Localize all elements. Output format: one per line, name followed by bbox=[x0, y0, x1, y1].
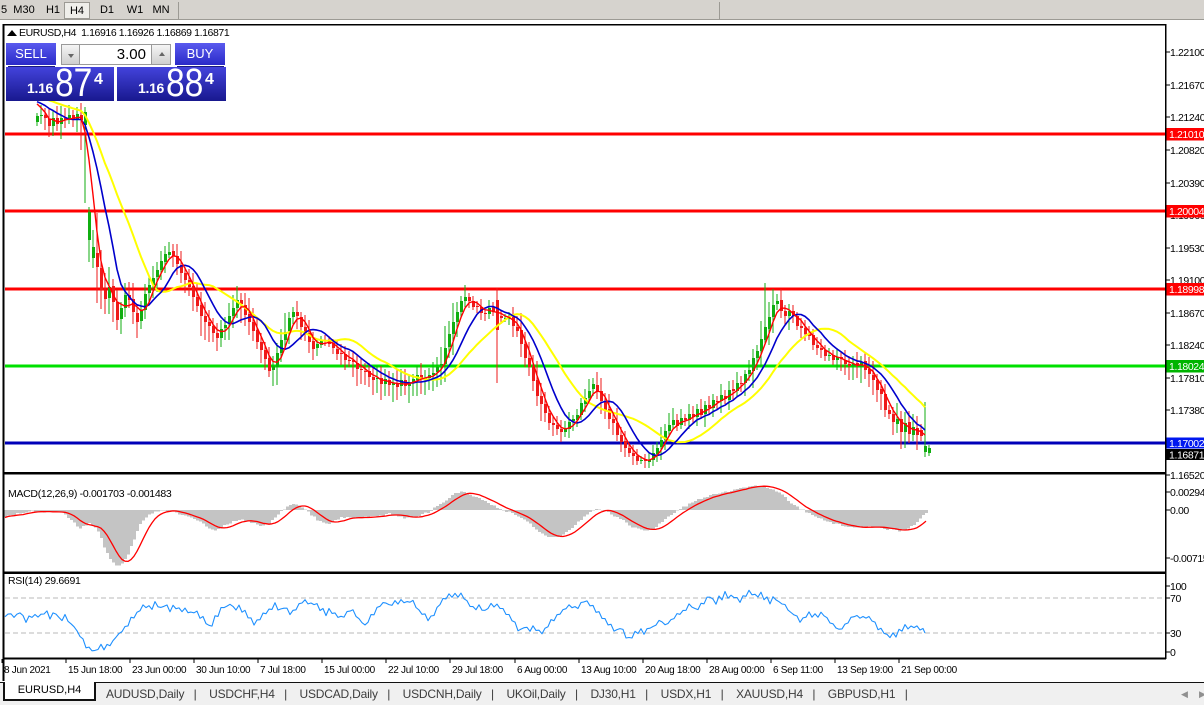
svg-text:1.20390: 1.20390 bbox=[1170, 178, 1204, 190]
svg-text:1.16871: 1.16871 bbox=[1169, 450, 1204, 462]
svg-text:13 Aug 10:00: 13 Aug 10:00 bbox=[581, 665, 637, 676]
svg-text:1.18670: 1.18670 bbox=[1170, 308, 1204, 320]
svg-text:15 Jun 18:00: 15 Jun 18:00 bbox=[68, 665, 123, 676]
svg-text:20 Aug 18:00: 20 Aug 18:00 bbox=[645, 665, 701, 676]
svg-text:0: 0 bbox=[1170, 647, 1176, 659]
svg-text:1.18998: 1.18998 bbox=[1169, 284, 1204, 296]
svg-text:1.20820: 1.20820 bbox=[1170, 145, 1204, 157]
svg-text:22 Jul 10:00: 22 Jul 10:00 bbox=[388, 665, 440, 676]
svg-text:1.21240: 1.21240 bbox=[1170, 112, 1204, 124]
svg-text:29 Jul 18:00: 29 Jul 18:00 bbox=[452, 665, 504, 676]
svg-text:1.21670: 1.21670 bbox=[1170, 80, 1204, 92]
svg-text:1.17002: 1.17002 bbox=[1169, 438, 1204, 450]
svg-text:1.22100: 1.22100 bbox=[1170, 47, 1204, 59]
svg-text:RSI(14) 29.6691: RSI(14) 29.6691 bbox=[8, 575, 81, 587]
svg-text:0.00: 0.00 bbox=[1170, 505, 1189, 517]
svg-text:1.19530: 1.19530 bbox=[1170, 243, 1204, 255]
svg-text:-0.00715: -0.00715 bbox=[1170, 553, 1204, 565]
svg-text:1.17810: 1.17810 bbox=[1170, 373, 1204, 385]
svg-text:1.18240: 1.18240 bbox=[1170, 340, 1204, 352]
svg-text:7 Jul 18:00: 7 Jul 18:00 bbox=[260, 665, 306, 676]
svg-text:1.17380: 1.17380 bbox=[1170, 405, 1204, 417]
svg-text:6 Aug 00:00: 6 Aug 00:00 bbox=[517, 665, 568, 676]
svg-text:MACD(12,26,9) -0.001703 -0.001: MACD(12,26,9) -0.001703 -0.001483 bbox=[8, 488, 172, 500]
svg-text:1.21010: 1.21010 bbox=[1169, 129, 1204, 141]
svg-text:13 Sep 19:00: 13 Sep 19:00 bbox=[837, 665, 894, 676]
svg-text:8 Jun 2021: 8 Jun 2021 bbox=[4, 665, 51, 676]
svg-text:21 Sep 00:00: 21 Sep 00:00 bbox=[901, 665, 958, 676]
svg-text:6 Sep 11:00: 6 Sep 11:00 bbox=[773, 665, 824, 676]
svg-text:15 Jul 00:00: 15 Jul 00:00 bbox=[324, 665, 376, 676]
svg-text:1.16520: 1.16520 bbox=[1170, 470, 1204, 482]
svg-text:30 Jun 10:00: 30 Jun 10:00 bbox=[196, 665, 251, 676]
svg-text:100: 100 bbox=[1170, 581, 1187, 593]
svg-text:30: 30 bbox=[1170, 628, 1181, 640]
svg-text:1.18024: 1.18024 bbox=[1169, 361, 1204, 373]
svg-text:1.20004: 1.20004 bbox=[1169, 206, 1204, 218]
svg-text:70: 70 bbox=[1170, 593, 1181, 605]
svg-text:28 Aug 00:00: 28 Aug 00:00 bbox=[709, 665, 765, 676]
svg-text:23 Jun 00:00: 23 Jun 00:00 bbox=[132, 665, 187, 676]
svg-text:0.002947: 0.002947 bbox=[1170, 487, 1204, 499]
